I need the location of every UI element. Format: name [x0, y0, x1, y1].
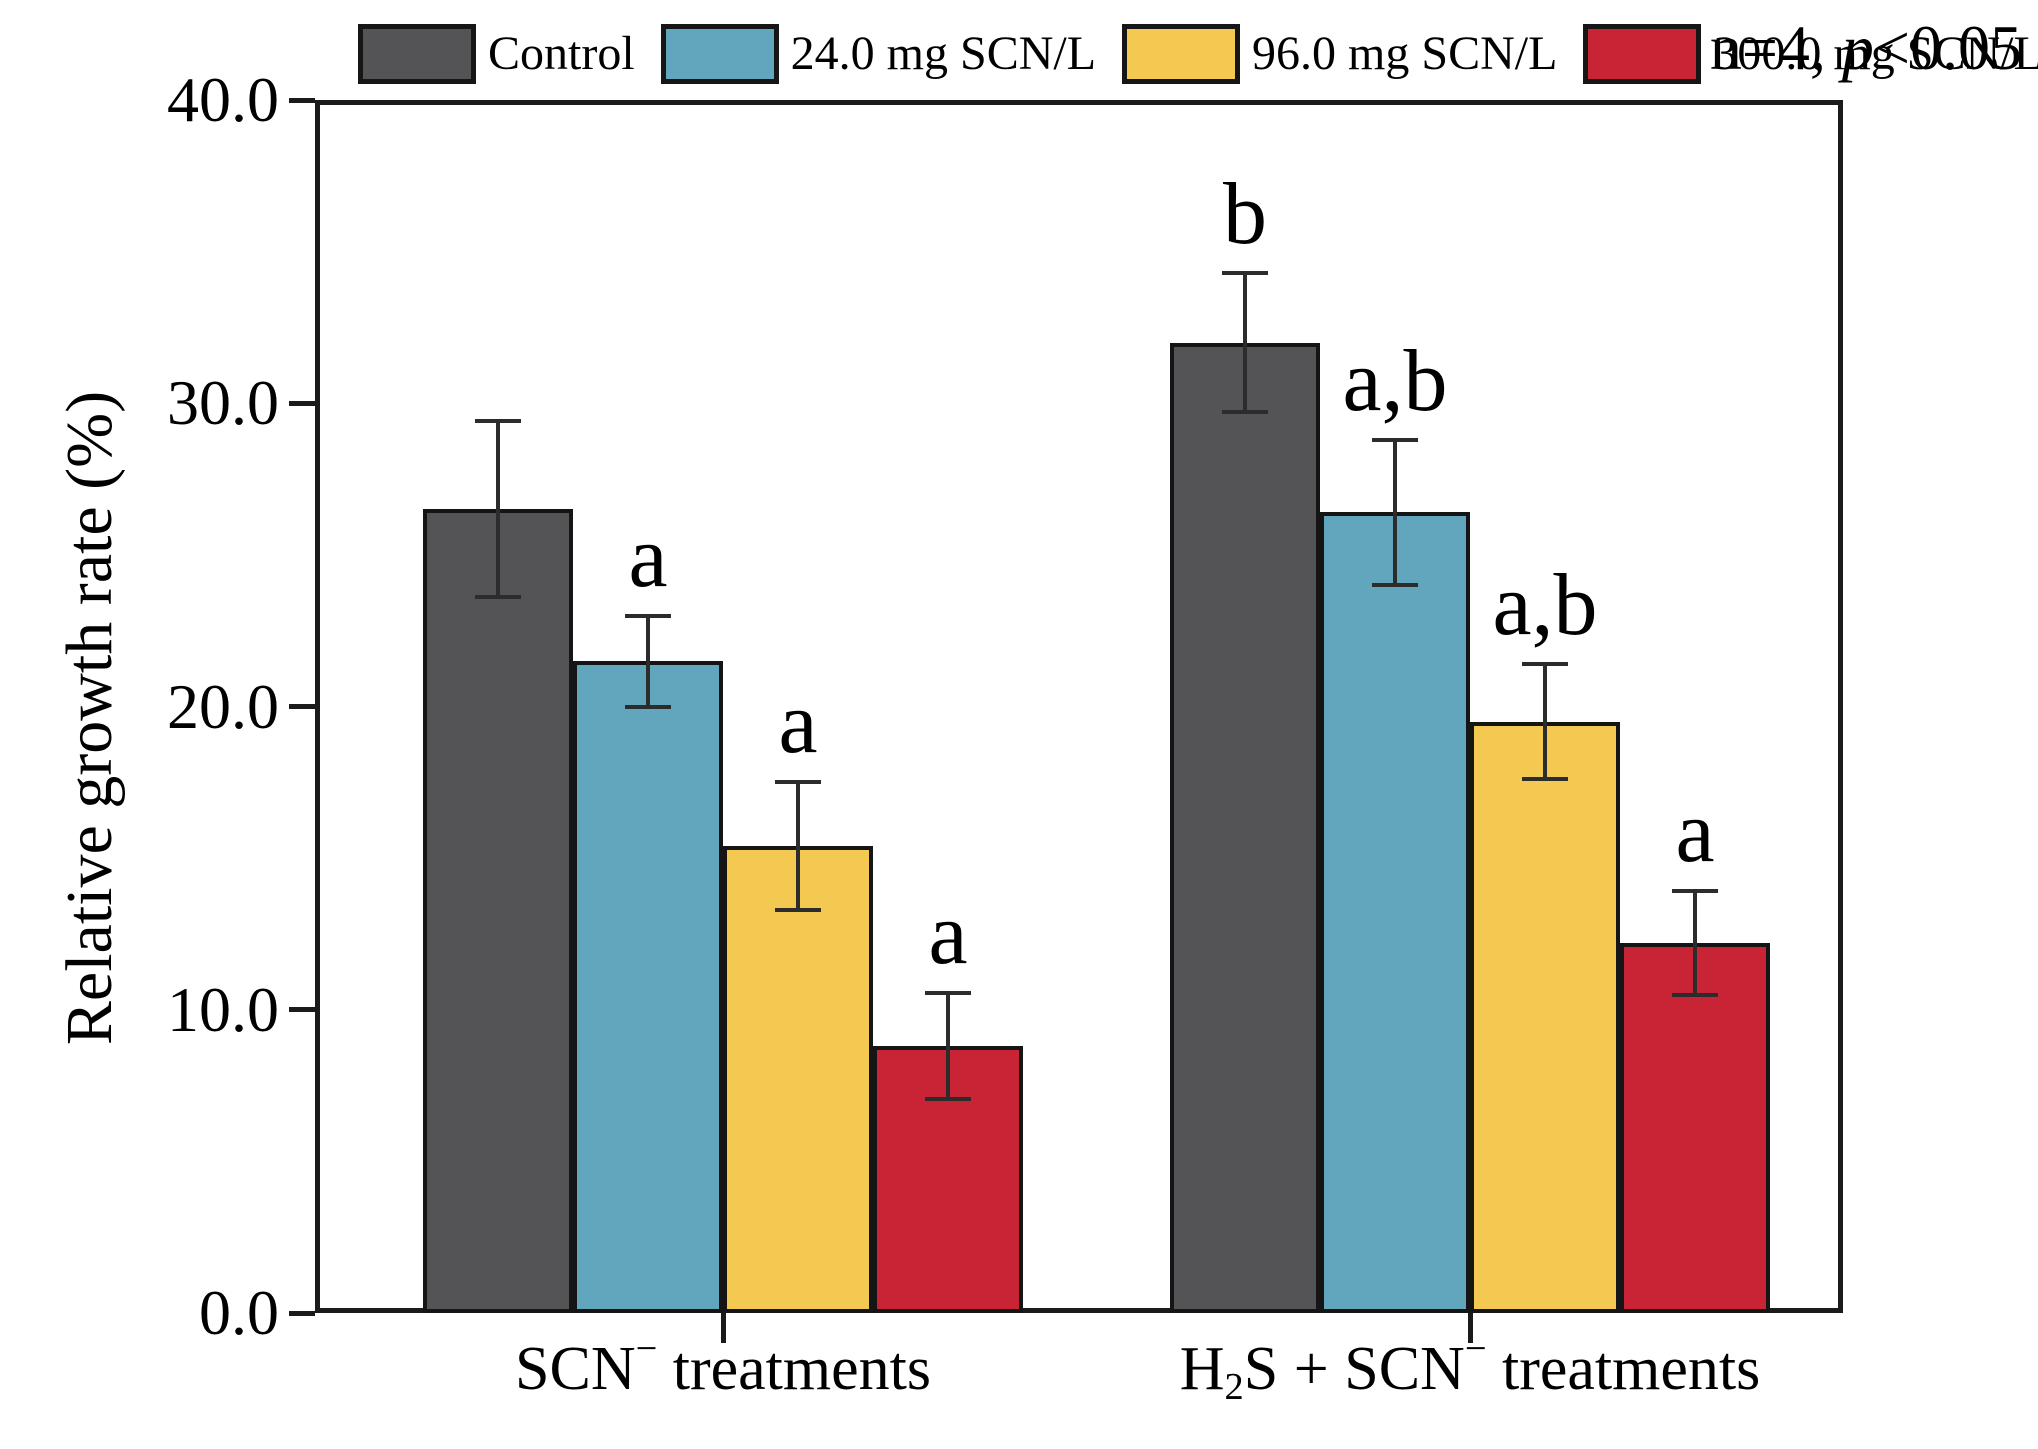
y-tick-label: 40.0	[167, 64, 279, 135]
y-tick-label: 30.0	[167, 367, 279, 439]
significance-label: a	[928, 886, 968, 984]
stats-note-p: p	[1841, 12, 1874, 83]
error-bar-cap-bottom	[625, 704, 671, 709]
bar-300-0-mg-scn-l-group2	[1620, 943, 1770, 1313]
error-bar-cap-bottom	[1372, 583, 1418, 588]
y-tick-label: 20.0	[167, 670, 279, 742]
error-bar-cap-bottom	[775, 907, 821, 912]
error-bar	[946, 993, 950, 1100]
error-bar-cap-top	[475, 419, 521, 424]
bar-control-group2	[1170, 342, 1320, 1313]
x-category-label-part: treatments	[1486, 1335, 1761, 1403]
x-axis-tick	[1467, 1313, 1473, 1343]
x-axis-tick	[720, 1313, 726, 1343]
error-bar	[1243, 272, 1247, 413]
significance-label: a,b	[1342, 332, 1448, 430]
error-bar-cap-top	[625, 613, 671, 618]
error-bar-cap-top	[1222, 270, 1268, 275]
error-bar	[1693, 891, 1697, 995]
legend-swatch-24-0-mg-scn-l	[660, 24, 779, 84]
error-bar-cap-bottom	[1222, 410, 1268, 415]
legend-label: 24.0 mg SCN/L	[790, 27, 1097, 80]
x-category-label-part: H	[1179, 1335, 1225, 1403]
legend: Control 24.0 mg SCN/L 96.0 mg SCN/L 300.0 m…	[358, 24, 2038, 84]
x-category-label-part: SCN	[514, 1335, 636, 1403]
x-category-label-part: treatments	[657, 1335, 932, 1403]
x-category-label: H2S + SCN− treatments	[1179, 1330, 1761, 1406]
stats-note-threshold: <0.05	[1873, 12, 2022, 83]
bar-24-0-mg-scn-l-group2	[1320, 512, 1470, 1313]
significance-label: b	[1223, 165, 1267, 263]
error-bar-cap-bottom	[925, 1097, 971, 1102]
error-bar-cap-top	[1372, 437, 1418, 442]
error-bar	[1393, 439, 1397, 586]
x-category-label-part: −	[635, 1328, 658, 1370]
legend-label: 300.0 mg SCN/L	[1713, 27, 2038, 80]
bar-96-0-mg-scn-l-group1	[723, 845, 873, 1313]
legend-swatch-300-0-mg-scn-l	[1583, 24, 1702, 84]
error-bar-cap-top	[925, 991, 971, 996]
x-category-label-part: S + SCN	[1243, 1335, 1465, 1403]
y-tick-label: 10.0	[167, 973, 279, 1045]
x-category-label-part: −	[1464, 1328, 1487, 1370]
error-bar-cap-bottom	[475, 595, 521, 600]
bar-24-0-mg-scn-l-group1	[573, 661, 723, 1313]
error-bar	[646, 615, 650, 707]
x-category-label-part: 2	[1224, 1366, 1244, 1408]
y-axis-tick	[289, 1310, 315, 1316]
error-bar	[1543, 664, 1547, 780]
error-bar-cap-bottom	[1672, 992, 1718, 997]
y-axis-tick	[289, 704, 315, 709]
error-bar-cap-top	[1672, 889, 1718, 894]
error-bar-cap-top	[1522, 662, 1568, 667]
error-bar	[496, 421, 500, 598]
significance-label: a	[778, 675, 818, 773]
legend-swatch-control	[358, 24, 476, 84]
legend-swatch-96-0-mg-scn-l	[1122, 24, 1241, 84]
error-bar	[796, 782, 800, 910]
y-axis-tick	[289, 1007, 315, 1013]
significance-label: a	[1675, 784, 1715, 882]
stats-note-n: n=4,	[1709, 12, 1842, 83]
error-bar-cap-top	[775, 780, 821, 785]
stats-note: n=4, p<0.05	[1710, 16, 2022, 80]
error-bar-cap-bottom	[1522, 777, 1568, 782]
legend-label: Control	[488, 27, 635, 80]
y-axis-tick	[289, 400, 315, 406]
significance-label: a	[628, 508, 668, 606]
y-tick-label: 0.0	[199, 1277, 279, 1348]
x-category-label: SCN− treatments	[514, 1330, 932, 1403]
legend-label: 96.0 mg SCN/L	[1252, 27, 1558, 80]
bar-96-0-mg-scn-l-group2	[1470, 721, 1620, 1313]
bar-control-group1	[423, 509, 573, 1313]
y-axis-tick	[289, 97, 315, 103]
significance-label: a,b	[1492, 557, 1598, 655]
